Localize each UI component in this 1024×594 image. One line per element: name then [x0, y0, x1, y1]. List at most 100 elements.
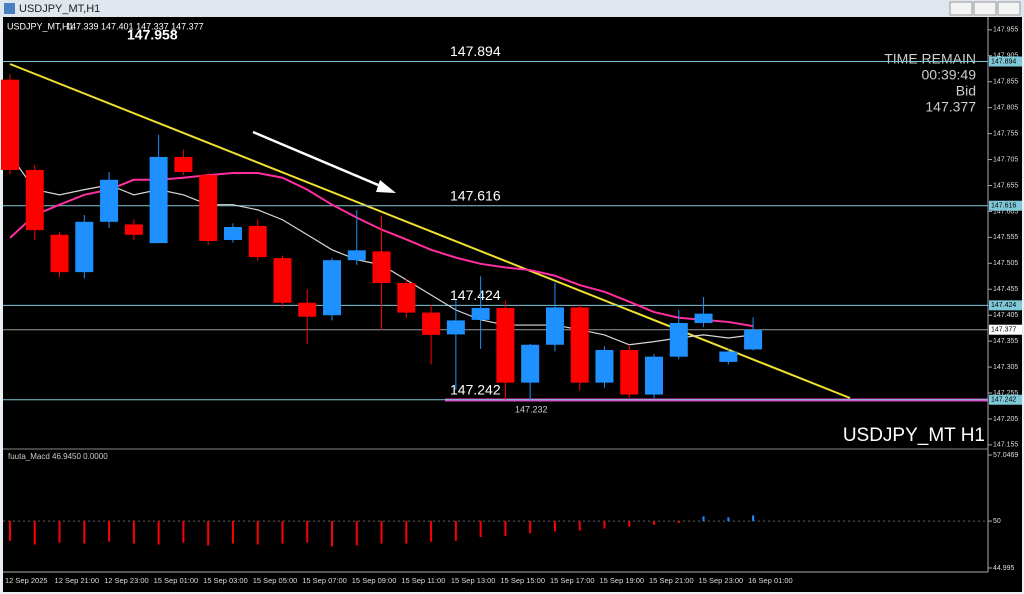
- x-tick-label: 15 Sep 15:00: [500, 576, 545, 585]
- candle-body: [471, 307, 490, 320]
- bid-tag: [989, 324, 1022, 335]
- level-tag-label: 147.616: [991, 203, 1016, 210]
- candle-body: [25, 169, 44, 231]
- candle-body: [595, 349, 614, 383]
- x-tick-label: 15 Sep 05:00: [253, 576, 298, 585]
- x-tick-label: 15 Sep 23:00: [699, 576, 744, 585]
- candle-body: [521, 344, 540, 383]
- candle-body: [744, 329, 763, 350]
- y-tick-label: 147.905: [993, 53, 1018, 60]
- candle-body: [669, 322, 688, 357]
- level-label: 147.894: [450, 43, 501, 59]
- candle-body: [570, 307, 589, 383]
- y-tick-label: 147.505: [993, 260, 1018, 267]
- minimize-button[interactable]: [949, 1, 973, 16]
- x-tick-label: 12 Sep 23:00: [104, 576, 149, 585]
- y-tick-label: 147.155: [993, 442, 1018, 449]
- y-tick-label: 147.255: [993, 390, 1018, 397]
- level-tag: [989, 56, 1022, 67]
- maximize-button[interactable]: [973, 1, 997, 16]
- candle-body: [75, 221, 94, 273]
- candle-body: [496, 307, 515, 383]
- level-tag-label: 147.424: [991, 302, 1016, 309]
- candle-body: [298, 302, 317, 317]
- bid-tag-label: 147.377: [991, 327, 1016, 334]
- low-marker: 147.232: [515, 404, 548, 414]
- x-tick-label: 15 Sep 19:00: [599, 576, 644, 585]
- y-tick-label: 147.455: [993, 286, 1018, 293]
- macd-tick-label: 44.995: [993, 565, 1015, 572]
- candle-body: [1, 79, 19, 170]
- level-label: 147.242: [450, 381, 501, 397]
- arrow-shaft: [252, 130, 391, 192]
- x-tick-label: 15 Sep 03:00: [203, 576, 248, 585]
- arrow-head: [376, 180, 396, 193]
- x-tick-label: 16 Sep 01:00: [748, 576, 793, 585]
- x-tick-label: 15 Sep 21:00: [649, 576, 694, 585]
- title-bar: [0, 0, 1024, 17]
- candle-body: [545, 307, 564, 345]
- symbol-label: USDJPY_MT,H1: [7, 21, 74, 31]
- y-tick-label: 147.705: [993, 156, 1018, 163]
- candle-body: [422, 312, 441, 335]
- candle-body: [199, 175, 218, 242]
- watermark: USDJPY_MT H1: [843, 425, 985, 446]
- candle-body: [694, 313, 713, 323]
- close-button[interactable]: [997, 1, 1021, 16]
- level-tag-label: 147.242: [991, 397, 1016, 404]
- candle-body: [273, 258, 292, 303]
- y-tick-label: 147.855: [993, 79, 1018, 86]
- level-tag: [989, 300, 1022, 311]
- candle-body: [372, 251, 391, 284]
- bid-label: Bid: [956, 83, 976, 99]
- x-tick-label: 15 Sep 11:00: [401, 576, 445, 585]
- x-tick-label: 15 Sep 09:00: [352, 576, 397, 585]
- candle-body: [620, 349, 639, 395]
- y-tick-label: 147.955: [993, 27, 1018, 34]
- y-tick-label: 147.355: [993, 338, 1018, 345]
- candle-body: [719, 351, 738, 362]
- y-tick-label: 147.755: [993, 130, 1018, 137]
- window-icon: [4, 3, 15, 14]
- trend-line: [9, 63, 851, 399]
- window-title: USDJPY_MT,H1: [19, 3, 100, 15]
- level-label: 147.424: [450, 287, 501, 303]
- bid-price: 147.377: [925, 99, 976, 115]
- candle-body: [645, 356, 664, 395]
- y-tick-label: 147.655: [993, 182, 1018, 189]
- candle-body: [347, 250, 366, 261]
- x-tick-label: 15 Sep 17:00: [550, 576, 595, 585]
- candle-body: [50, 234, 69, 273]
- macd-tick-label: 50: [993, 518, 1001, 525]
- level-tag: [989, 200, 1022, 211]
- time-remain: 00:39:49: [922, 67, 977, 83]
- candle-body: [124, 224, 143, 235]
- candle-body: [397, 283, 416, 313]
- y-tick-label: 147.305: [993, 364, 1018, 371]
- macd-tick-label: 57.0469: [993, 452, 1018, 459]
- x-tick-label: 15 Sep 13:00: [451, 576, 496, 585]
- candle-body: [223, 226, 242, 240]
- ohlc-header: 147.339 147.401 147.337 147.377: [66, 21, 204, 31]
- candle-body: [174, 156, 193, 173]
- candle-body: [100, 179, 119, 222]
- level-label: 147.616: [450, 187, 501, 203]
- y-tick-label: 147.805: [993, 105, 1018, 112]
- high-marker: 147.958: [127, 27, 178, 43]
- x-tick-label: 15 Sep 07:00: [302, 576, 347, 585]
- y-tick-label: 147.205: [993, 416, 1018, 423]
- x-tick-label: 15 Sep 01:00: [154, 576, 199, 585]
- candle-body: [248, 225, 267, 258]
- level-tag: [989, 394, 1022, 405]
- macd-label: fuuta_Macd 46.9450 0.0000: [8, 452, 108, 461]
- candle-body: [323, 260, 342, 316]
- x-tick-label: 12 Sep 21:00: [55, 576, 100, 585]
- y-tick-label: 147.555: [993, 234, 1018, 241]
- candle-body: [446, 320, 465, 335]
- y-tick-label: 147.605: [993, 208, 1018, 215]
- y-tick-label: 147.405: [993, 312, 1018, 319]
- level-tag-label: 147.894: [991, 58, 1016, 65]
- time-remain-label: TIME REMAIN: [884, 51, 976, 67]
- chart-area: [3, 17, 1022, 592]
